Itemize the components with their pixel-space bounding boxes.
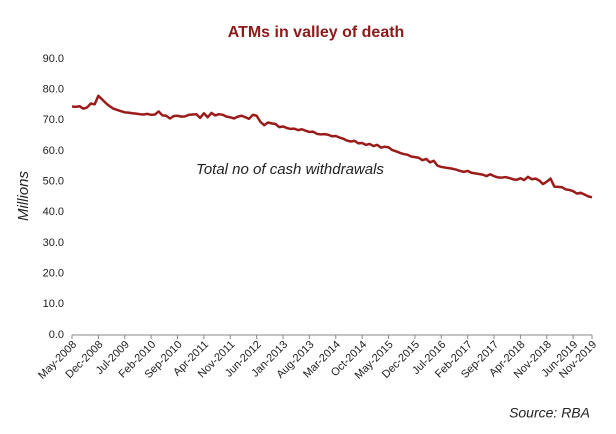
y-tick-label: 60.0	[43, 145, 64, 157]
y-axis-label: Millions	[15, 170, 32, 221]
y-tick-label: 40.0	[43, 206, 64, 218]
y-tick-label: 0.0	[49, 329, 64, 341]
chart-title: ATMs in valley of death	[228, 24, 405, 41]
source: Source: RBA	[509, 405, 590, 421]
y-tick-label: 70.0	[43, 114, 64, 126]
line-series	[71, 94, 593, 199]
y-tick-label: 80.0	[43, 84, 64, 96]
annotation: Total no of cash withdrawals	[196, 161, 384, 178]
y-tick-label: 30.0	[43, 237, 64, 249]
y-tick-label: 10.0	[43, 298, 64, 310]
y-tick-label: 90.0	[43, 53, 64, 65]
y-tick-label: 50.0	[43, 176, 64, 188]
y-tick-label: 20.0	[43, 268, 64, 280]
